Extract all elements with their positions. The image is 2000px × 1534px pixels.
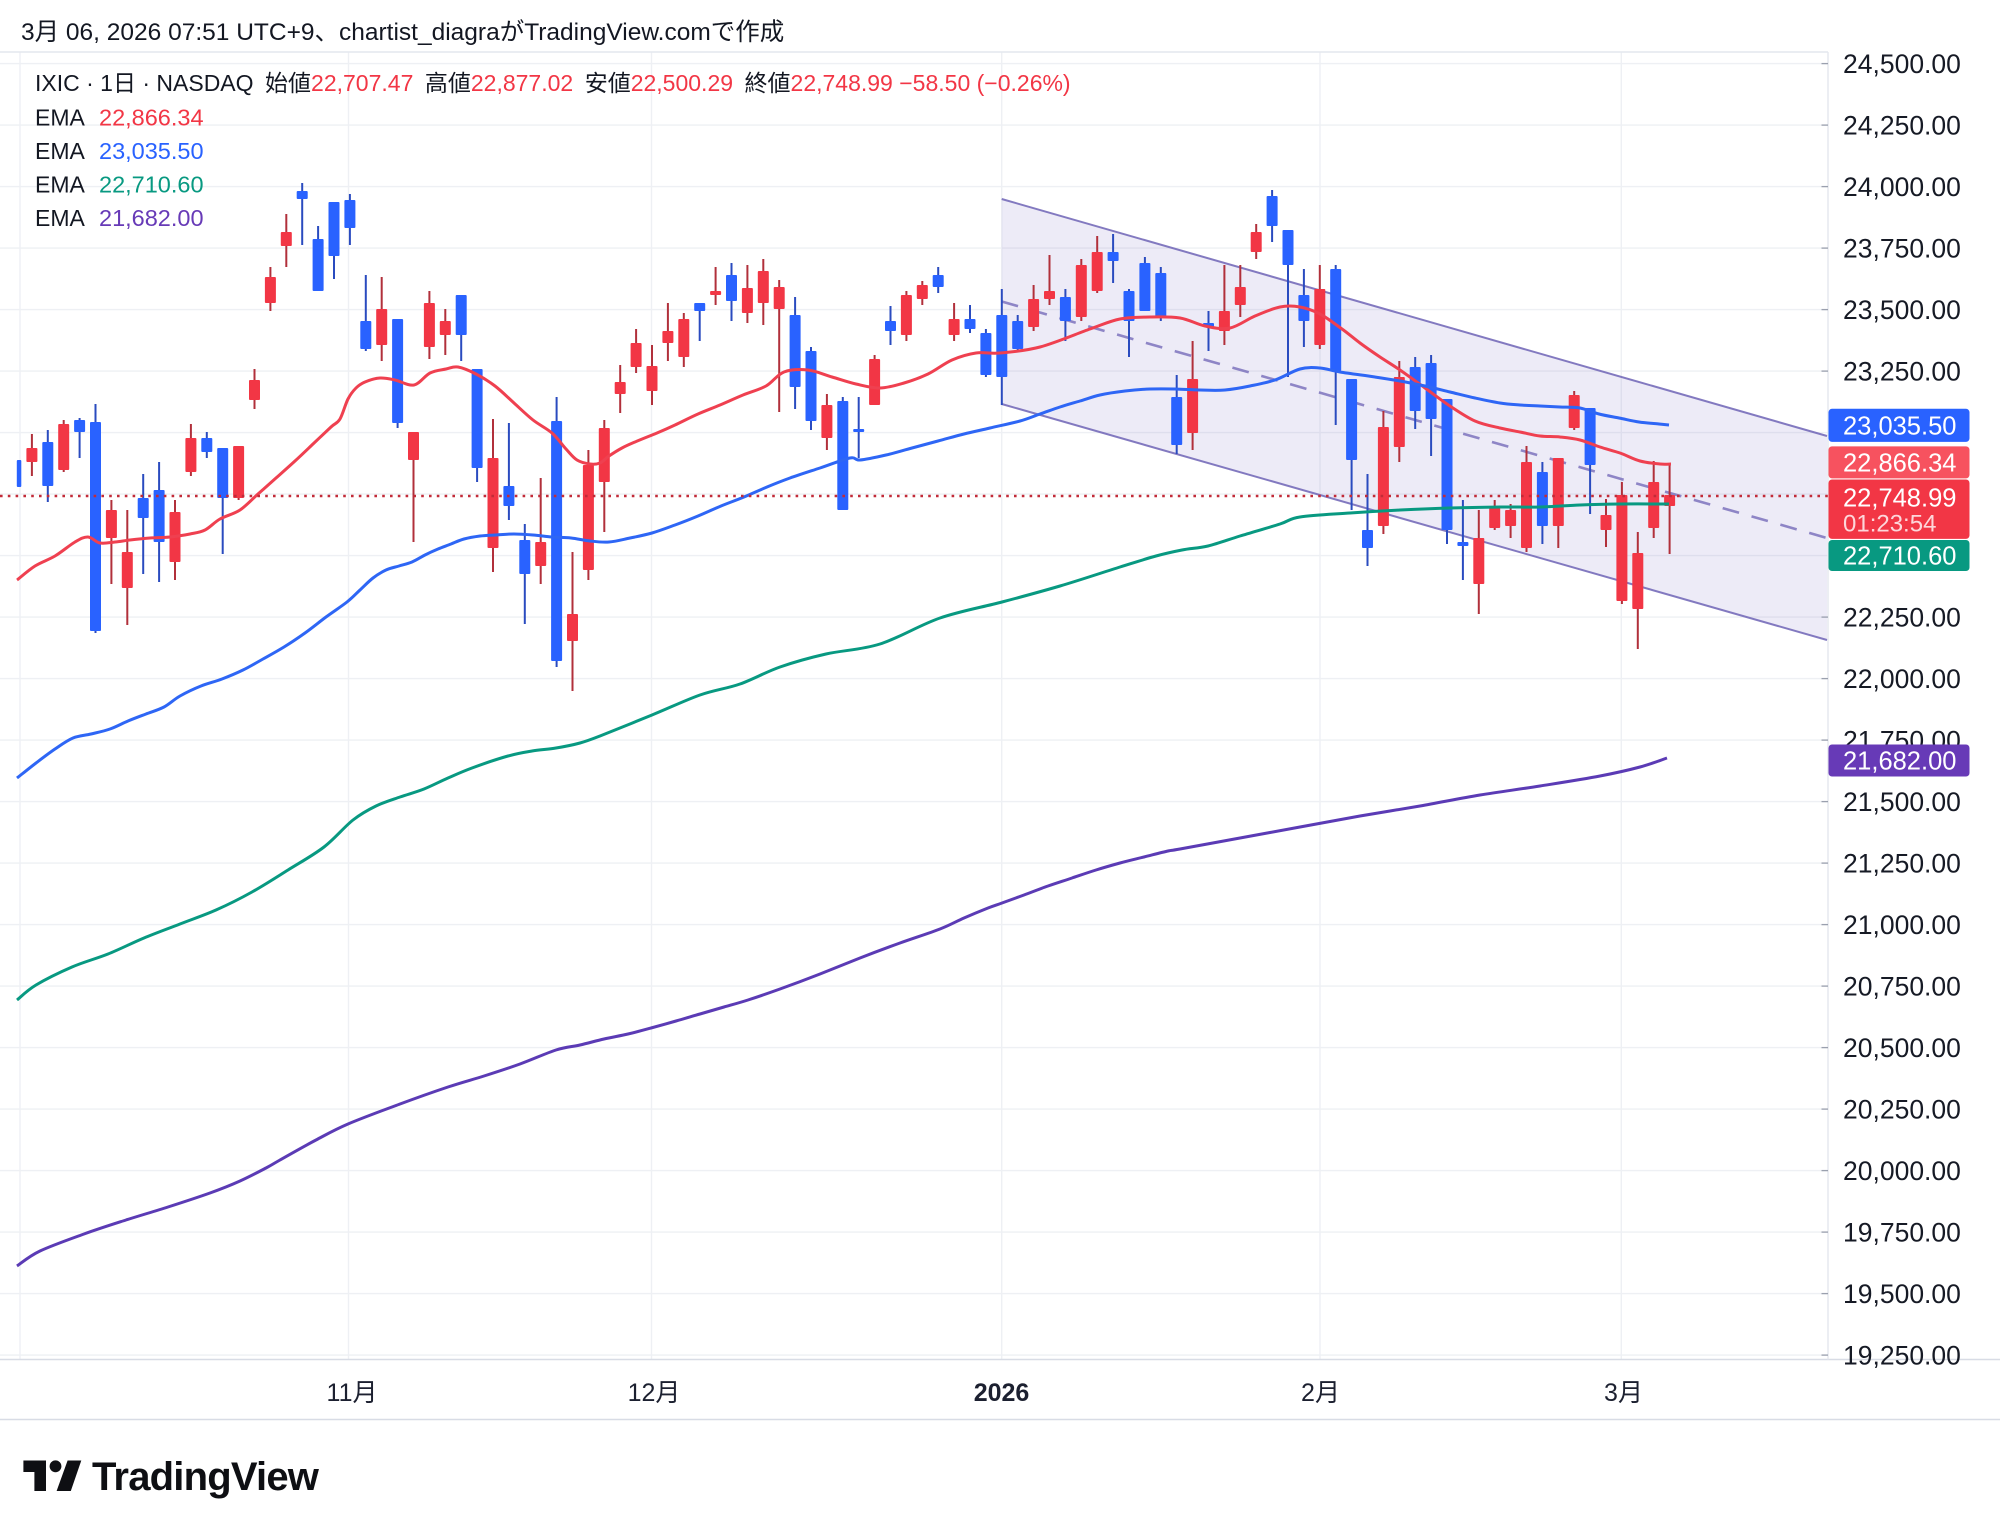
svg-text:21,250.00: 21,250.00 [1843,849,1961,879]
svg-text:22,250.00: 22,250.00 [1843,603,1961,633]
svg-text:22,866.34: 22,866.34 [1843,449,1956,477]
svg-text:22,710.60: 22,710.60 [1843,543,1956,571]
svg-text:24,000.00: 24,000.00 [1843,172,1961,202]
svg-text:24,250.00: 24,250.00 [1843,111,1961,141]
svg-text:TradingView: TradingView [92,1455,320,1499]
svg-text:3月 06, 2026 07:51 UTC+9、charti: 3月 06, 2026 07:51 UTC+9、chartist_diagraが… [21,18,784,46]
svg-text:11月: 11月 [327,1379,378,1407]
svg-text:20,000.00: 20,000.00 [1843,1156,1961,1186]
svg-text:23,250.00: 23,250.00 [1843,357,1961,387]
svg-text:21,000.00: 21,000.00 [1843,910,1961,940]
svg-text:2026: 2026 [974,1379,1030,1407]
svg-text:24,500.00: 24,500.00 [1843,49,1961,79]
svg-text:21,500.00: 21,500.00 [1843,787,1961,817]
svg-text:22,710.60: 22,710.60 [99,172,204,198]
svg-text:EMA: EMA [35,138,86,164]
svg-text:23,035.50: 23,035.50 [99,138,204,164]
svg-text:19,750.00: 19,750.00 [1843,1218,1961,1248]
svg-text:23,500.00: 23,500.00 [1843,295,1961,325]
svg-text:19,250.00: 19,250.00 [1843,1341,1961,1371]
svg-text:2月: 2月 [1301,1379,1340,1407]
svg-text:EMA: EMA [35,172,86,198]
svg-text:22,866.34: 22,866.34 [99,105,204,131]
svg-text:23,750.00: 23,750.00 [1843,234,1961,264]
svg-text:21,682.00: 21,682.00 [1843,748,1956,776]
svg-text:IXIC · 1日 · NASDAQ 始値22,707.47: IXIC · 1日 · NASDAQ 始値22,707.47 高値22,877.… [35,70,1071,96]
svg-text:19,500.00: 19,500.00 [1843,1279,1961,1309]
svg-text:20,500.00: 20,500.00 [1843,1033,1961,1063]
svg-text:22,000.00: 22,000.00 [1843,664,1961,694]
svg-text:23,035.50: 23,035.50 [1843,412,1956,440]
svg-text:20,250.00: 20,250.00 [1843,1095,1961,1125]
svg-text:3月: 3月 [1604,1379,1643,1407]
svg-text:20,750.00: 20,750.00 [1843,972,1961,1002]
svg-text:EMA: EMA [35,105,86,131]
svg-text:22,748.99: 22,748.99 [1843,485,1956,513]
svg-text:01:23:54: 01:23:54 [1843,511,1936,538]
svg-text:EMA: EMA [35,205,86,231]
svg-text:21,682.00: 21,682.00 [99,205,204,231]
svg-text:12月: 12月 [628,1379,681,1407]
